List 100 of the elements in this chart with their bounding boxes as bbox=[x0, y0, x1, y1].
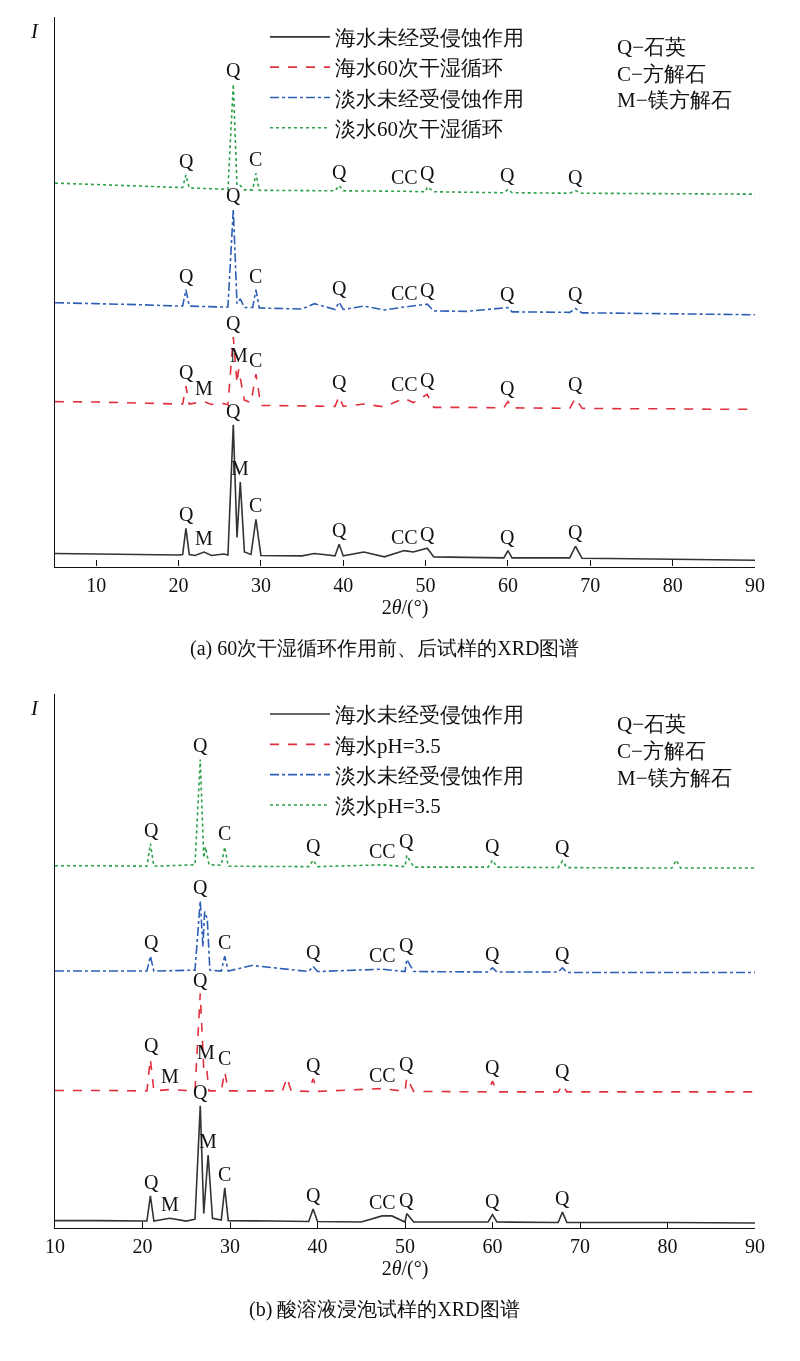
x-axis-title: 2θ/(°) bbox=[381, 1256, 429, 1280]
annotation: Q bbox=[179, 265, 194, 287]
annotation: Q bbox=[555, 943, 570, 965]
legend-label: 海水60次干湿循环 bbox=[335, 56, 503, 81]
x-tick-label: 50 bbox=[415, 573, 436, 596]
annotation: CC bbox=[391, 166, 418, 188]
annotation: Q bbox=[144, 1034, 159, 1056]
annotation: Q bbox=[500, 283, 515, 305]
x-tick-label: 20 bbox=[168, 573, 189, 596]
text: (b) 酸溶液浸泡试样的XRD图谱 bbox=[249, 1298, 520, 1321]
annotation: Q bbox=[568, 166, 583, 188]
x-tick-label: 50 bbox=[395, 1234, 415, 1257]
annotation: Q bbox=[306, 941, 321, 963]
annotation: Q bbox=[332, 371, 347, 393]
text: Q−石英 bbox=[617, 712, 687, 736]
annotation: Q bbox=[144, 1171, 159, 1193]
x-tick-label: 10 bbox=[45, 1234, 65, 1257]
legend-label: 淡水60次干湿循环 bbox=[335, 116, 503, 141]
annotation: C−方解石 bbox=[617, 739, 706, 763]
text: Q−石英 bbox=[617, 35, 687, 59]
annotation: Q bbox=[144, 931, 159, 953]
annotation: Q bbox=[193, 969, 208, 991]
annotation: M−镁方解石 bbox=[617, 766, 732, 790]
annotation: Q bbox=[332, 277, 347, 299]
annotation: Q bbox=[555, 836, 570, 858]
annotation: C bbox=[218, 822, 232, 844]
annotation: Q bbox=[144, 819, 159, 841]
annotation: Q bbox=[420, 523, 435, 545]
x-tick-label: 20 bbox=[132, 1234, 153, 1257]
annotation: Q bbox=[332, 519, 347, 541]
annotation: Q bbox=[500, 526, 515, 548]
annotation: C−方解石 bbox=[617, 62, 706, 86]
annotation: CC bbox=[369, 944, 396, 966]
x-tick-label: 70 bbox=[570, 1234, 590, 1257]
x-axis-title: 2θ/(°) bbox=[381, 595, 429, 619]
annotation: Q bbox=[193, 1081, 208, 1103]
annotation: M bbox=[195, 377, 213, 399]
annotation: Q bbox=[485, 943, 500, 965]
annotation: Q bbox=[193, 876, 208, 898]
annotation: Q bbox=[226, 59, 241, 81]
annotation: Q bbox=[555, 1187, 570, 1209]
legend-label: 淡水未经受侵蚀作用 bbox=[335, 763, 524, 788]
x-tick-label: 80 bbox=[657, 1234, 678, 1257]
annotation: Q bbox=[306, 835, 321, 857]
x-tick-label: 10 bbox=[86, 573, 107, 596]
annotation: Q bbox=[193, 734, 208, 756]
annotation: CC bbox=[369, 1191, 396, 1213]
annotation: Q bbox=[500, 377, 515, 399]
x-tick-label: 30 bbox=[250, 573, 271, 596]
annotation: C bbox=[218, 931, 232, 953]
annotation: M bbox=[197, 1041, 215, 1063]
annotation: M bbox=[161, 1065, 179, 1087]
x-tick-label: 90 bbox=[745, 573, 765, 596]
y-axis-title: I bbox=[30, 696, 39, 720]
x-tick-label: 30 bbox=[220, 1234, 240, 1257]
x-tick-label: 40 bbox=[307, 1234, 328, 1257]
annotation: Q bbox=[399, 830, 414, 852]
annotation: Q bbox=[568, 521, 583, 543]
annotation: Q bbox=[179, 503, 194, 525]
annotation: Q bbox=[555, 1060, 570, 1082]
annotation: M−镁方解石 bbox=[617, 88, 732, 112]
x-tick-label: 60 bbox=[482, 1234, 503, 1257]
annotation: C bbox=[218, 1047, 232, 1069]
annotation: Q bbox=[420, 369, 435, 391]
annotation: C bbox=[249, 494, 263, 516]
annotation: Q bbox=[179, 150, 194, 172]
x-tick-label: 60 bbox=[497, 573, 518, 596]
x-tick-label: 90 bbox=[745, 1234, 765, 1257]
annotation: Q bbox=[399, 1189, 414, 1211]
annotation: CC bbox=[369, 840, 396, 862]
annotation: Q bbox=[485, 835, 500, 857]
annotation: CC bbox=[391, 526, 418, 548]
annotation: Q bbox=[179, 361, 194, 383]
x-tick-label: 70 bbox=[580, 573, 601, 596]
annotation: Q bbox=[226, 400, 241, 422]
annotation: CC bbox=[391, 373, 418, 395]
x-tick-label: 80 bbox=[662, 573, 683, 596]
annotation: Q bbox=[332, 161, 347, 183]
annotation: Q bbox=[306, 1184, 321, 1206]
legend-label: 海水未经受侵蚀作用 bbox=[335, 26, 524, 51]
annotation: C bbox=[249, 265, 263, 287]
x-tick-label: 40 bbox=[333, 573, 354, 596]
annotation: M bbox=[195, 527, 213, 549]
annotation: Q bbox=[226, 184, 241, 206]
legend-label: 淡水未经受侵蚀作用 bbox=[335, 86, 524, 111]
annotation: Q bbox=[485, 1056, 500, 1078]
legend-label: 海水未经受侵蚀作用 bbox=[335, 703, 524, 728]
annotation: CC bbox=[369, 1064, 396, 1086]
legend-label: 淡水pH=3.5 bbox=[335, 794, 441, 819]
annotation: Q bbox=[226, 312, 241, 334]
annotation: Q bbox=[568, 373, 583, 395]
annotation: Q bbox=[399, 934, 414, 956]
annotation: C bbox=[218, 1163, 232, 1185]
annotation: Q bbox=[420, 279, 435, 301]
annotation: Q bbox=[485, 1190, 500, 1212]
annotation: Q bbox=[399, 1053, 414, 1075]
annotation: CC bbox=[391, 282, 418, 304]
annotation: Q bbox=[420, 162, 435, 184]
annotation: Q bbox=[568, 283, 583, 305]
annotation: Q bbox=[500, 164, 515, 186]
